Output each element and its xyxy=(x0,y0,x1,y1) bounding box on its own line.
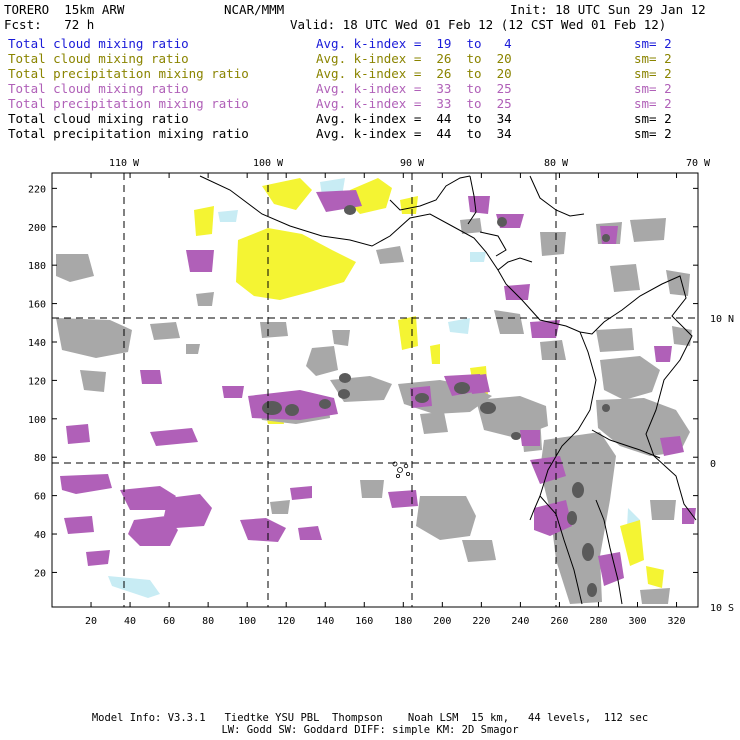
axis-ticks xyxy=(52,173,698,607)
x-tick-label: 240 xyxy=(511,616,529,627)
lon-label-110w: 110 W xyxy=(109,158,140,169)
x-tick-label: 100 xyxy=(238,616,256,627)
y-tick-label: 140 xyxy=(28,338,46,349)
y-tick-label: 60 xyxy=(34,492,46,503)
map-frame xyxy=(51,172,699,608)
legend-kindex: Avg. k-index = 26 to 20 xyxy=(316,66,512,81)
y-tick-label: 20 xyxy=(34,568,46,579)
legend-field: Total precipitation mixing ratio xyxy=(8,96,249,111)
legend-smoothing: sm= 2 xyxy=(634,66,672,81)
dark-gray-core xyxy=(262,205,610,597)
init-time: Init: 18 UTC Sun 29 Jan 12 xyxy=(510,2,706,17)
legend-smoothing: sm= 2 xyxy=(634,81,672,96)
coastline xyxy=(199,175,697,605)
legend-kindex: Avg. k-index = 33 to 25 xyxy=(316,81,512,96)
legend-field: Total precipitation mixing ratio xyxy=(8,66,249,81)
islands xyxy=(392,461,410,478)
lon-label-100w: 100 W xyxy=(253,158,284,169)
lat-label-0: 0 xyxy=(710,459,716,470)
x-tick-label: 140 xyxy=(316,616,334,627)
legend-field: Total cloud mixing ratio xyxy=(8,81,189,96)
y-tick-label: 80 xyxy=(34,453,46,464)
weather-map: 110 W 100 W 90 W 80 W 70 W 10 N 0 10 S 2… xyxy=(28,158,734,627)
lat-lon-grid xyxy=(52,173,698,607)
x-tick-label: 120 xyxy=(277,616,295,627)
y-tick-label: 160 xyxy=(28,300,46,311)
legend-kindex: Avg. k-index = 44 to 34 xyxy=(316,126,512,141)
legend-smoothing: sm= 2 xyxy=(634,36,672,51)
x-tick-label: 200 xyxy=(433,616,451,627)
y-tick-label: 100 xyxy=(28,415,46,426)
forecast-hour: Fcst: 72 h xyxy=(4,17,95,32)
lon-label-70w: 70 W xyxy=(686,158,711,169)
legend-kindex: Avg. k-index = 26 to 20 xyxy=(316,51,512,66)
y-tick-label: 40 xyxy=(34,530,46,541)
model-title: TORERO 15km ARW xyxy=(4,2,125,17)
legend-kindex: Avg. k-index = 19 to 4 xyxy=(316,36,512,51)
y-tick-label: 120 xyxy=(28,376,46,387)
x-tick-label: 20 xyxy=(85,616,97,627)
x-tick-label: 280 xyxy=(589,616,607,627)
legend-field: Total cloud mixing ratio xyxy=(8,51,189,66)
x-tick-label: 180 xyxy=(394,616,412,627)
x-tick-label: 260 xyxy=(550,616,568,627)
y-grid-labels: 20 40 60 80 100 120 140 160 180 200 220 xyxy=(28,184,46,579)
legend-smoothing: sm= 2 xyxy=(634,51,672,66)
y-tick-label: 200 xyxy=(28,223,46,234)
valid-time: Valid: 18 UTC Wed 01 Feb 12 (12 CST Wed … xyxy=(290,17,667,32)
model-info-line1: Model Info: V3.3.1 Tiedtke YSU PBL Thomp… xyxy=(91,712,649,724)
x-tick-label: 80 xyxy=(202,616,214,627)
x-tick-label: 320 xyxy=(668,616,686,627)
model-info-line2: LW: Godd SW: Goddard DIFF: simple KM: 2D… xyxy=(221,724,519,736)
legend-kindex: Avg. k-index = 44 to 34 xyxy=(316,111,512,126)
legend-field: Total cloud mixing ratio xyxy=(8,36,189,51)
lon-label-80w: 80 W xyxy=(544,158,569,169)
x-grid-labels: 20 40 60 80 100 120 140 160 180 200 220 240 260 280 30… xyxy=(85,616,686,627)
x-tick-label: 220 xyxy=(472,616,490,627)
y-tick-label: 220 xyxy=(28,184,46,195)
x-tick-label: 160 xyxy=(355,616,373,627)
lon-label-90w: 90 W xyxy=(400,158,425,169)
lat-label-10s: 10 S xyxy=(710,603,734,614)
organization-label: NCAR/MMM xyxy=(224,2,285,17)
x-tick-label: 60 xyxy=(163,616,175,627)
legend-kindex: Avg. k-index = 33 to 25 xyxy=(316,96,512,111)
x-tick-label: 40 xyxy=(124,616,136,627)
legend-smoothing: sm= 2 xyxy=(634,126,672,141)
legend-field: Total cloud mixing ratio xyxy=(8,111,189,126)
x-tick-label: 300 xyxy=(628,616,646,627)
legend-field: Total precipitation mixing ratio xyxy=(8,126,249,141)
y-tick-label: 180 xyxy=(28,261,46,272)
lat-label-10n: 10 N xyxy=(710,314,734,325)
legend-smoothing: sm= 2 xyxy=(634,96,672,111)
legend-smoothing: sm= 2 xyxy=(634,111,672,126)
